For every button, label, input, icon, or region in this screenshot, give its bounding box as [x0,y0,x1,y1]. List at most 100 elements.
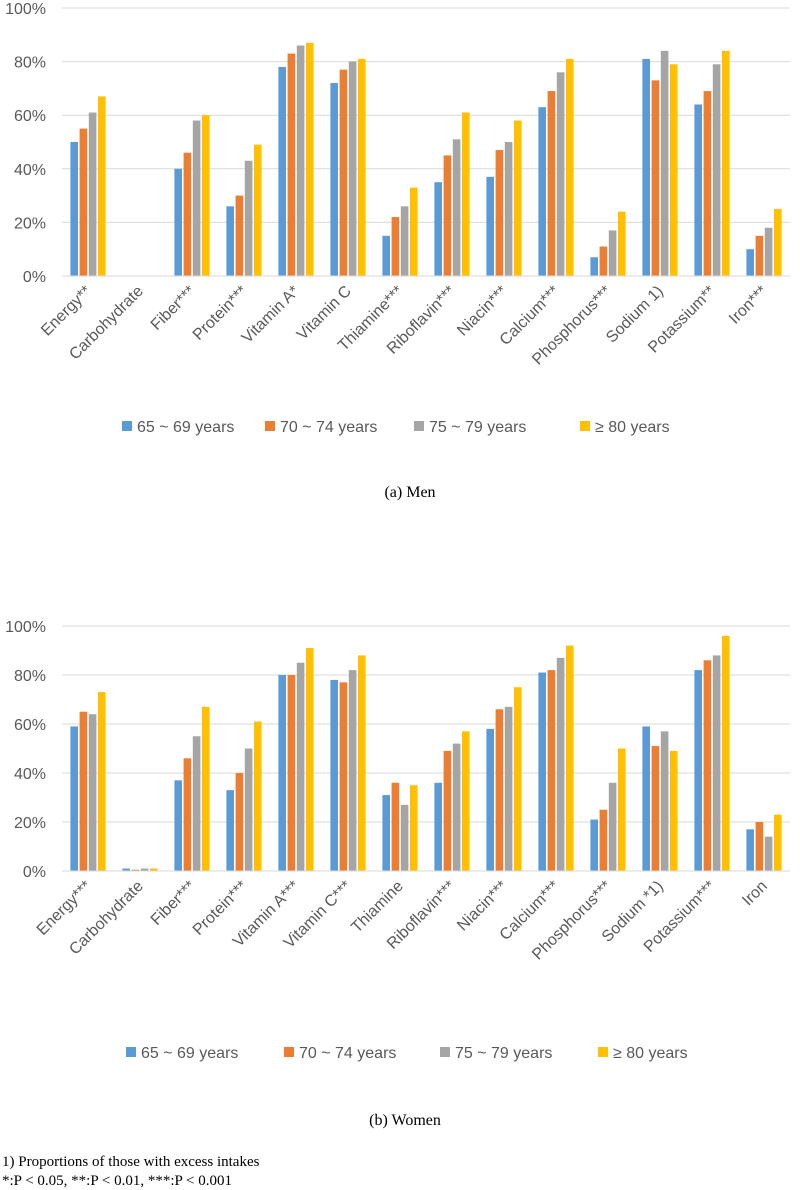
bar [712,64,721,276]
bar [192,120,201,276]
bar [642,726,650,871]
x-tick-label: Iron [739,878,771,910]
legend-swatch [122,421,132,431]
bar [79,128,88,276]
y-tick-label: 20% [14,215,46,232]
bar [651,746,660,871]
footnote-excess-intakes: 1) Proportions of those with excess inta… [2,1154,260,1170]
bar [443,155,452,276]
legend-label: 75 ~ 79 years [429,419,526,436]
bar [651,80,660,276]
legend-label: ≥ 80 years [613,1045,688,1062]
bar [434,782,442,871]
y-tick-label: 40% [14,766,46,783]
bar [410,187,418,276]
bar [452,743,461,871]
y-tick-label: 40% [14,162,46,179]
legend-swatch [598,1047,608,1057]
bar [774,814,782,871]
caption-men: (a) Men [384,484,435,501]
bar [462,112,470,277]
bar [183,758,192,871]
bar [566,58,574,276]
legend-label: 70 ~ 74 years [280,419,377,436]
bar [254,144,262,276]
legend-label: 75 ~ 79 years [455,1045,552,1062]
bar [410,785,418,871]
bar [174,780,182,871]
bar [608,230,617,276]
bar [330,83,338,276]
bar [495,709,504,871]
bar [183,152,192,276]
bar [712,655,721,871]
bar [131,869,140,871]
legend-swatch [440,1047,450,1057]
chart-women: 0%20%40%60%80%100%Energy***Carbohydrate F… [5,619,790,1062]
bar [296,662,305,871]
bar [590,257,598,276]
bar [694,670,702,871]
bar [434,182,442,276]
bar [722,50,730,276]
y-tick-label: 60% [14,108,46,125]
bar [192,736,201,871]
x-tick-label: Iron*** [726,283,771,328]
bar [306,42,314,277]
legend-swatch [414,421,424,431]
bar [746,829,754,871]
legend-label: 70 ~ 74 years [299,1045,396,1062]
bar [122,868,130,871]
bar [608,782,617,871]
bar [348,61,357,276]
bar [547,91,556,276]
bar [358,655,366,871]
bar [254,721,262,871]
bar [755,235,764,276]
legend-label: 65 ~ 69 years [137,419,234,436]
y-tick-label: 60% [14,717,46,734]
bar [486,728,494,871]
bar [235,773,244,871]
y-tick-label: 0% [23,864,46,881]
bar [235,195,244,276]
legend-label: ≥ 80 years [595,419,670,436]
bar [98,692,106,871]
bar [486,176,494,276]
bar [504,706,513,871]
y-tick-label: 100% [5,619,46,636]
bar [599,246,608,276]
bar [98,96,106,276]
x-tick-label: Vitamin A* [239,283,303,347]
bar [330,679,338,871]
bar [174,168,182,276]
bar [391,782,400,871]
bar [348,670,357,871]
legend-swatch [265,421,275,431]
bar [244,748,253,871]
bar [764,227,773,276]
bar [70,726,78,871]
bar [660,731,669,871]
bar [703,91,712,276]
bar [306,648,314,871]
bar [150,868,158,871]
bar [755,822,764,871]
bar [226,790,234,871]
bar [556,72,565,276]
bar [244,160,253,276]
bar [88,714,97,871]
bar [618,748,626,871]
bar [278,66,286,277]
bar [599,809,608,871]
bar [400,206,409,276]
bar [202,115,210,276]
bar [140,868,149,871]
bar [670,64,678,276]
x-tick-label: Fiber*** [148,283,199,334]
bar [278,675,286,871]
legend-swatch [580,421,590,431]
legend-label: 65 ~ 69 years [141,1045,238,1062]
bar [339,682,348,871]
